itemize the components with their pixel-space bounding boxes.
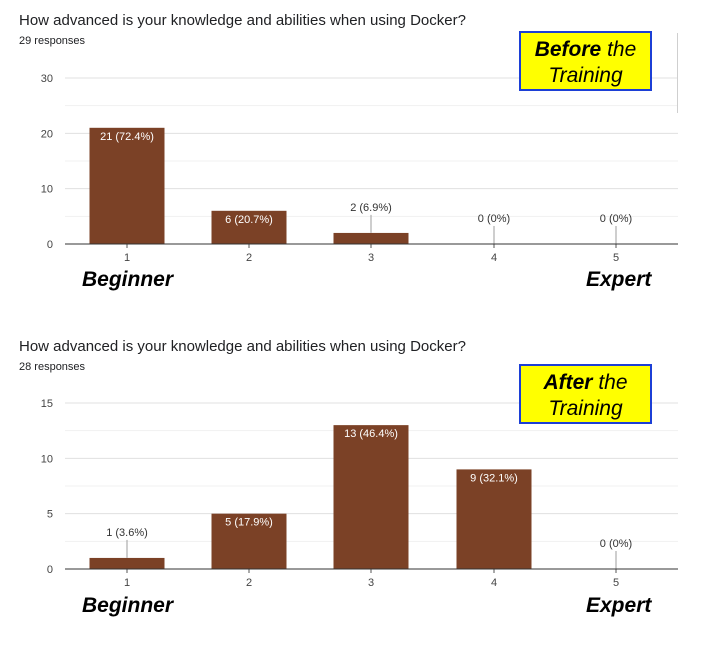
chart-panel-after: How advanced is your knowledge and abili… <box>0 326 710 646</box>
bar-chart-before: 0 10 20 30 21 (72.4%) 1 6 (20.7%) 2 2 (6.9%) 3 0 (… <box>41 73 678 264</box>
callout-after-training: After the Training <box>519 364 652 424</box>
x-tick-label: 3 <box>368 577 374 589</box>
scale-label-expert: Expert <box>586 594 652 617</box>
data-label: 6 (20.7%) <box>225 214 273 226</box>
chart-panel-before: How advanced is your knowledge and abili… <box>0 0 710 320</box>
bar <box>89 557 165 569</box>
x-tick-label: 4 <box>491 252 497 264</box>
bar <box>333 425 409 569</box>
y-tick-label: 5 <box>47 509 53 521</box>
x-tick-label: 2 <box>246 577 252 589</box>
y-tick-label: 15 <box>41 398 53 410</box>
chart-title: How advanced is your knowledge and abili… <box>19 12 466 29</box>
x-tick-label: 5 <box>613 577 619 589</box>
y-tick-label: 10 <box>41 453 53 465</box>
x-tick-label: 3 <box>368 252 374 264</box>
data-label: 13 (46.4%) <box>344 428 398 440</box>
callout-bold: Before <box>534 38 602 61</box>
data-label: 0 (0%) <box>600 538 632 550</box>
data-label: 1 (3.6%) <box>106 527 148 539</box>
scale-label-beginner: Beginner <box>82 268 174 291</box>
edge-divider <box>677 33 678 113</box>
data-label: 5 (17.9%) <box>225 517 273 529</box>
data-label: 9 (32.1%) <box>470 472 518 484</box>
x-tick-label: 2 <box>246 252 252 264</box>
callout-line2: Training <box>548 397 623 420</box>
callout-before-training: Before the Training <box>519 31 652 91</box>
x-tick-label: 1 <box>124 577 130 589</box>
data-label: 0 (0%) <box>478 213 510 225</box>
data-label: 21 (72.4%) <box>100 131 154 143</box>
scale-label-expert: Expert <box>586 268 652 291</box>
response-count: 28 responses <box>19 361 86 373</box>
bar <box>89 127 165 244</box>
callout-word: the <box>607 38 637 61</box>
y-tick-label: 0 <box>47 564 53 576</box>
y-tick-label: 0 <box>47 239 53 251</box>
chart-title: How advanced is your knowledge and abili… <box>19 338 466 355</box>
callout-word: the <box>598 371 628 394</box>
x-tick-label: 4 <box>491 577 497 589</box>
y-tick-label: 10 <box>41 184 53 196</box>
bar <box>456 469 532 569</box>
x-tick-label: 5 <box>613 252 619 264</box>
scale-label-beginner: Beginner <box>82 594 174 617</box>
x-tick-label: 1 <box>124 252 130 264</box>
callout-line2: Training <box>548 64 623 87</box>
data-label: 2 (6.9%) <box>350 202 392 214</box>
response-count: 29 responses <box>19 35 86 47</box>
bar <box>333 232 409 244</box>
y-tick-label: 30 <box>41 73 53 85</box>
data-label: 0 (0%) <box>600 213 632 225</box>
bar-chart-after: 0 5 10 15 1 (3.6%) 1 5 (17.9%) 2 13 (46.4%) 3 9 (3… <box>41 398 678 589</box>
callout-bold: After <box>543 371 593 394</box>
bar <box>211 513 287 569</box>
bar <box>211 210 287 244</box>
y-tick-label: 20 <box>41 128 53 140</box>
